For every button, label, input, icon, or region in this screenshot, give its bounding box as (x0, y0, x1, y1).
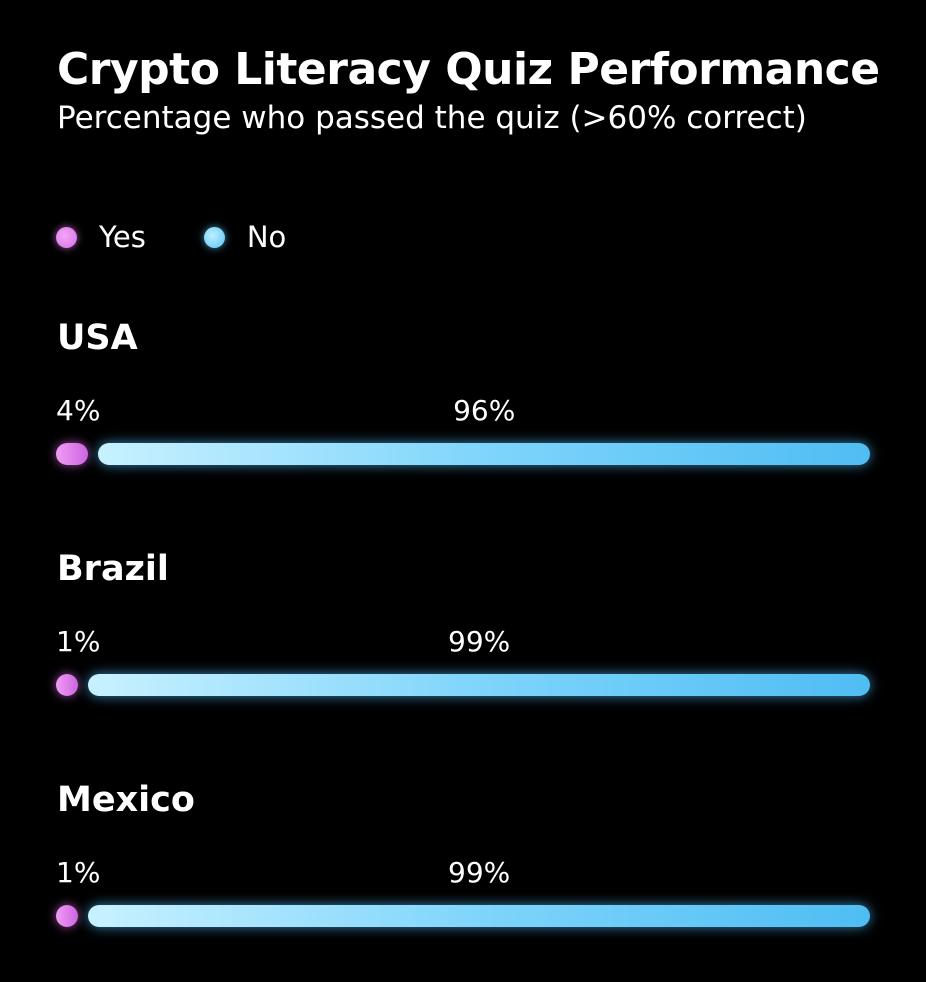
bar-track-mexico (56, 905, 870, 927)
value-label-yes-brazil: 1% (56, 625, 101, 658)
legend-item-no: No (203, 220, 287, 254)
bar-yes-mexico (56, 905, 78, 927)
category-label-brazil: Brazil (57, 549, 169, 589)
value-label-no-mexico: 99% (448, 856, 511, 889)
legend-item-yes: Yes (56, 220, 146, 254)
legend-swatch-yes (56, 226, 77, 248)
bar-no-mexico (88, 905, 870, 927)
chart-subtitle: Percentage who passed the quiz (>60% cor… (57, 100, 807, 136)
legend: Yes No (56, 220, 344, 254)
chart-title: Crypto Literacy Quiz Performance (57, 44, 880, 95)
value-label-yes-usa: 4% (56, 394, 101, 427)
legend-swatch-no (203, 226, 225, 248)
legend-label-no: No (246, 220, 287, 254)
legend-label-yes: Yes (99, 220, 146, 254)
category-label-usa: USA (57, 318, 138, 358)
bar-yes-usa (56, 443, 89, 465)
bar-yes-brazil (56, 674, 78, 696)
category-label-mexico: Mexico (57, 780, 195, 820)
bar-no-brazil (88, 674, 870, 696)
bar-no-usa (98, 443, 870, 465)
bar-track-usa (56, 443, 870, 465)
bar-track-brazil (56, 674, 870, 696)
value-label-no-usa: 96% (453, 394, 516, 427)
value-label-yes-mexico: 1% (56, 856, 101, 889)
value-label-no-brazil: 99% (448, 625, 511, 658)
